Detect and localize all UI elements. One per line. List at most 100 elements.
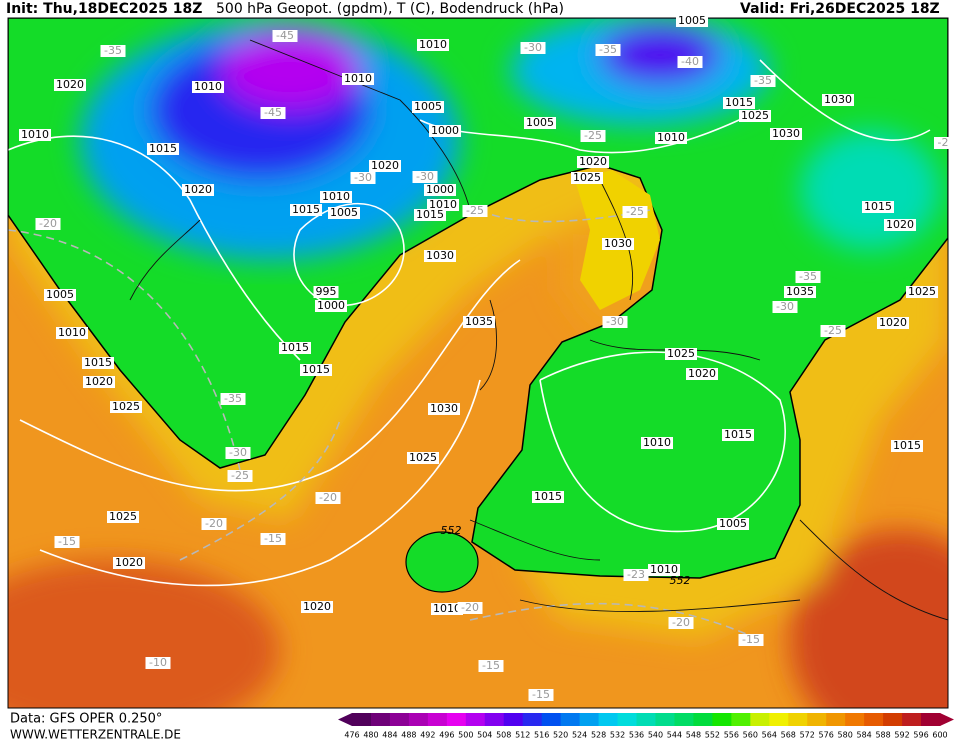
colorbar-label: 512 xyxy=(515,731,530,740)
label-box xyxy=(738,634,764,646)
colorbar-label: 588 xyxy=(875,731,890,740)
geopotential-label: 552 xyxy=(670,574,691,587)
colorbar-arrow-low xyxy=(338,713,352,726)
label-box xyxy=(431,603,463,615)
temperature-label: -25 xyxy=(584,129,602,142)
init-time: Init: Thu,18DEC2025 18Z xyxy=(6,1,202,17)
pressure-label: 1015 xyxy=(864,200,892,213)
colorbar-swatch xyxy=(902,713,922,726)
label-box xyxy=(279,342,311,354)
label-box xyxy=(520,42,546,54)
temperature-label: -30 xyxy=(229,446,247,459)
label-box xyxy=(686,368,718,380)
label-box xyxy=(668,617,694,629)
label-box xyxy=(412,101,444,113)
colorbar-swatch xyxy=(921,713,941,726)
temperature-label: -15 xyxy=(58,535,76,548)
colorbar-swatch xyxy=(465,713,486,726)
temperature-label: -30 xyxy=(416,170,434,183)
pressure-label: 1025 xyxy=(112,400,140,413)
colorbar: 476 480 484 488 492 496 500 504 508 512 516 520 524 5… xyxy=(338,713,954,740)
label-box xyxy=(313,286,339,298)
colorbar-swatch xyxy=(389,713,410,726)
valid-time: Valid: Fri,26DEC2025 18Z xyxy=(740,1,940,17)
pressure-label: 1015 xyxy=(84,356,112,369)
label-box xyxy=(428,403,460,415)
temperature-label: -30 xyxy=(524,41,542,54)
label-box xyxy=(107,511,139,523)
label-box xyxy=(750,75,776,87)
label-box xyxy=(677,56,703,68)
label-box xyxy=(110,401,142,413)
pressure-label: 1020 xyxy=(579,155,607,168)
pressure-label: 1010 xyxy=(21,128,49,141)
colorbar-label: 544 xyxy=(667,731,682,740)
label-box xyxy=(665,348,697,360)
label-box xyxy=(862,201,894,213)
pressure-label: 1020 xyxy=(184,183,212,196)
label-box xyxy=(342,73,374,85)
temperature-label: -10 xyxy=(149,656,167,669)
label-box xyxy=(227,470,253,482)
map-labels: 10201010101510101020-35-45-4510101010100… xyxy=(19,14,952,701)
pressure-label: 1015 xyxy=(724,428,752,441)
pressure-label: 1010 xyxy=(657,131,685,144)
pressure-label: 1010 xyxy=(322,190,350,203)
label-box xyxy=(478,660,504,672)
colorbar-label: 600 xyxy=(932,731,947,740)
website: WWW.WETTERZENTRALE.DE xyxy=(10,728,181,741)
pressure-label: 1000 xyxy=(431,124,459,137)
pressure-label: 1035 xyxy=(786,285,814,298)
colorbar-swatch xyxy=(655,713,675,726)
label-box xyxy=(82,357,114,369)
label-box xyxy=(602,316,628,328)
colorbar-swatch xyxy=(674,713,694,726)
label-box xyxy=(622,206,648,218)
colorbar-swatch xyxy=(598,713,619,726)
label-box xyxy=(192,81,224,93)
temperature-label: -15 xyxy=(264,532,282,545)
temperature-label: -15 xyxy=(532,688,550,701)
pressure-label: 1025 xyxy=(667,347,695,360)
temperature-label: -30 xyxy=(606,315,624,328)
colorbar-swatch xyxy=(864,713,884,726)
pressure-label: 1015 xyxy=(302,363,330,376)
colorbar-swatch xyxy=(883,713,903,726)
pressure-label: 1005 xyxy=(526,116,554,129)
colorbar-label: 568 xyxy=(781,731,796,740)
label-box xyxy=(739,110,771,122)
label-box xyxy=(577,156,609,168)
colorbar-label: 584 xyxy=(856,731,871,740)
label-box xyxy=(290,204,322,216)
colorbar-label: 528 xyxy=(591,731,606,740)
label-box xyxy=(414,209,446,221)
map xyxy=(8,18,948,708)
colorbar-label: 552 xyxy=(705,731,720,740)
pressure-label: 1000 xyxy=(426,183,454,196)
temperature-label: -30 xyxy=(776,300,794,313)
temperature-label: -20 xyxy=(461,601,479,614)
label-box xyxy=(595,44,621,56)
pressure-label: 1010 xyxy=(419,38,447,51)
label-box xyxy=(891,440,923,452)
colorbar-label: 516 xyxy=(534,731,549,740)
pressure-label: 1030 xyxy=(430,402,458,415)
label-box xyxy=(676,15,708,27)
label-box xyxy=(784,286,816,298)
label-box xyxy=(44,289,76,301)
label-box xyxy=(429,125,461,137)
pressure-label: 1015 xyxy=(416,208,444,221)
pressure-label: 1020 xyxy=(886,218,914,231)
colorbar-label: 592 xyxy=(894,731,909,740)
colorbar-label: 492 xyxy=(420,731,435,740)
pressure-label: 1035 xyxy=(465,315,493,328)
pressure-label: 995 xyxy=(316,285,337,298)
label-box xyxy=(820,325,846,337)
map-title: 500 hPa Geopot. (gpdm), T (C), Bodendruc… xyxy=(216,1,564,17)
pressure-label: 1030 xyxy=(772,127,800,140)
colorbar-label: 532 xyxy=(610,731,625,740)
temperature-label: -45 xyxy=(276,29,294,42)
temperature-label: -40 xyxy=(681,55,699,68)
field-cold xyxy=(80,18,940,260)
colorbar-label: 496 xyxy=(439,731,454,740)
